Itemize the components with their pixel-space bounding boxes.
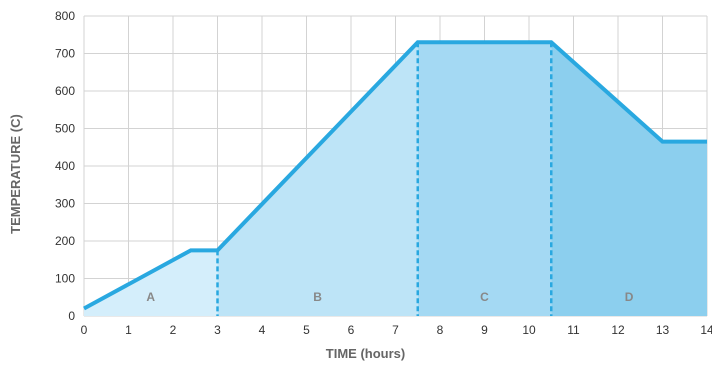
y-tick-label-600: 600 — [55, 84, 75, 98]
x-tick-label-8: 8 — [437, 323, 444, 337]
series-line — [83, 40, 707, 311]
region-fill-a — [84, 250, 218, 316]
x-tick-labels: 0 1 2 3 4 5 6 7 8 9 10 11 12 13 14 — [81, 323, 712, 337]
y-tick-label-500: 500 — [55, 122, 75, 136]
x-tick-label-3: 3 — [214, 323, 221, 337]
region-label-a: A — [146, 290, 155, 304]
region-fill-d — [551, 42, 707, 316]
x-tick-label-0: 0 — [81, 323, 88, 337]
region-fill-c — [417, 42, 552, 316]
y-tick-label-300: 300 — [55, 197, 75, 211]
x-tick-label-7: 7 — [392, 323, 399, 337]
region-fill-b — [217, 42, 418, 316]
x-tick-label-6: 6 — [348, 323, 355, 337]
x-tick-label-5: 5 — [303, 323, 310, 337]
y-tick-labels: 0 100 200 300 400 500 600 700 800 — [55, 9, 75, 323]
region-dividers — [216, 42, 553, 316]
y-tick-label-0: 0 — [68, 309, 75, 323]
x-tick-label-1: 1 — [125, 323, 132, 337]
x-tick-label-2: 2 — [170, 323, 177, 337]
region-label-d: D — [625, 290, 634, 304]
x-tick-label-4: 4 — [259, 323, 266, 337]
region-fills — [84, 42, 707, 316]
x-tick-label-9: 9 — [481, 323, 488, 337]
y-tick-label-800: 800 — [55, 9, 75, 23]
y-axis-title: TEMPERATURE (C) — [8, 114, 23, 234]
y-tick-label-200: 200 — [55, 234, 75, 248]
x-tick-label-14: 14 — [700, 323, 712, 337]
region-label-c: C — [480, 290, 489, 304]
x-tick-label-11: 11 — [567, 323, 580, 337]
x-tick-label-12: 12 — [611, 323, 625, 337]
y-tick-label-400: 400 — [55, 159, 75, 173]
region-label-b: B — [313, 290, 322, 304]
region-labels: A B C D — [146, 290, 633, 304]
x-tick-label-13: 13 — [656, 323, 670, 337]
series-polyline — [83, 40, 707, 311]
x-tick-label-10: 10 — [522, 323, 536, 337]
y-tick-label-700: 700 — [55, 47, 75, 61]
y-tick-label-100: 100 — [55, 272, 75, 286]
x-axis-title: TIME (hours) — [326, 346, 405, 361]
